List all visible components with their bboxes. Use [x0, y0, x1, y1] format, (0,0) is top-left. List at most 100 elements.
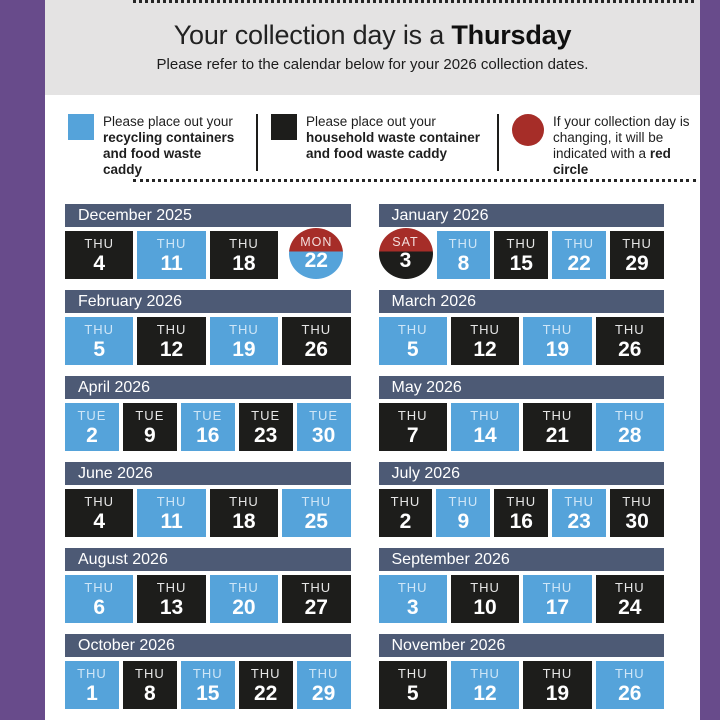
month-header: May 2026 — [378, 376, 664, 399]
left-purple-bar — [0, 0, 45, 720]
day-label: THU — [301, 321, 332, 337]
month-header: August 2026 — [65, 548, 351, 571]
day-label: TUE — [309, 407, 339, 423]
date-number: 19 — [545, 337, 570, 361]
month-dates-row: THU 1 THU 8 THU 15 THU 22 THU 29 — [65, 661, 351, 709]
legend-item-recycling: Please place out your recycling containe… — [68, 114, 243, 178]
day-label: THU — [156, 235, 187, 251]
date-cell: THU 26 — [595, 661, 664, 709]
date-cell: THU 8 — [436, 231, 491, 279]
date-number: 17 — [545, 595, 570, 619]
month-block: January 2026 SAT 3 THU 8 THU 15 THU 22 THU 29 — [378, 204, 664, 279]
month-dates-row: THU 5 THU 12 THU 19 THU 26 — [65, 317, 351, 365]
legend-household-normal: Please place out your — [306, 114, 436, 129]
date-cell: TUE 23 — [238, 403, 293, 451]
dotted-divider-legend — [133, 179, 696, 182]
date-number: 6 — [93, 595, 106, 619]
date-cell: THU 5 — [378, 317, 447, 365]
calendar-grid: December 2025 THU 4 THU 11 THU 18 MON 22 Januar… — [65, 204, 665, 709]
day-label: THU — [229, 579, 259, 595]
date-cell: TUE 9 — [122, 403, 177, 451]
date-number: 26 — [618, 681, 642, 705]
legend-household-text: Please place out your household waste co… — [306, 114, 484, 162]
day-label: THU — [77, 665, 107, 681]
date-number: 18 — [232, 509, 256, 533]
date-number: 3 — [406, 595, 419, 619]
month-block: April 2026 TUE 2 TUE 9 TUE 16 TUE 23 TUE 30 — [65, 376, 351, 451]
date-cell: THU 9 — [436, 489, 491, 537]
day-label: THU — [301, 579, 332, 595]
month-header: September 2026 — [378, 548, 664, 571]
day-label: THU — [301, 493, 332, 509]
date-cell: THU 12 — [137, 317, 206, 365]
date-cell: THU 19 — [523, 661, 592, 709]
date-number: 3 — [399, 249, 412, 273]
day-label: THU — [135, 665, 165, 681]
month-header: March 2026 — [378, 290, 664, 313]
legend-household-bold: household waste container and food waste… — [306, 130, 481, 161]
date-number: 19 — [232, 337, 256, 361]
month-block: February 2026 THU 5 THU 12 THU 19 THU 26 — [65, 290, 351, 365]
date-number: 27 — [304, 595, 328, 619]
day-label: THU — [397, 665, 428, 681]
dotted-divider-top — [133, 0, 694, 11]
day-label: THU — [542, 579, 573, 595]
date-cell: THU 21 — [523, 403, 592, 451]
legend-item-change: If your collection day is changing, it w… — [512, 114, 705, 178]
date-number: 4 — [93, 509, 106, 533]
date-cell: THU 12 — [450, 661, 520, 709]
date-number: 26 — [304, 337, 328, 361]
date-cell: THU 5 — [65, 317, 134, 365]
date-cell: THU 6 — [65, 575, 134, 623]
date-cell: THU 22 — [238, 661, 293, 709]
day-label: THU — [192, 665, 223, 681]
page-subtitle: Please refer to the calendar below for y… — [156, 56, 589, 73]
collection-day-name: Thursday — [451, 20, 572, 50]
date-number: 2 — [399, 509, 412, 533]
month-block: September 2026 THU 3 THU 10 THU 17 THU 24 — [378, 548, 664, 623]
day-label: THU — [390, 493, 421, 509]
date-number: 15 — [196, 681, 220, 705]
date-number: 11 — [160, 509, 183, 533]
date-number: 8 — [144, 681, 156, 705]
date-cell: THU 8 — [122, 661, 177, 709]
month-dates-row: SAT 3 THU 8 THU 15 THU 22 THU 29 — [378, 228, 664, 279]
date-cell: MON 22 — [282, 228, 350, 279]
date-cell: THU 7 — [378, 403, 447, 451]
date-number: 9 — [457, 509, 470, 533]
month-header: January 2026 — [378, 204, 664, 227]
day-label: TUE — [135, 407, 165, 423]
date-cell: THU 11 — [137, 489, 206, 537]
date-cell: THU 17 — [523, 575, 592, 623]
day-label: THU — [506, 235, 537, 251]
month-dates-row: THU 5 THU 12 THU 19 THU 26 — [378, 661, 664, 709]
month-block: August 2026 THU 6 THU 13 THU 20 THU 27 — [65, 548, 351, 623]
legend-recycling-text: Please place out your recycling containe… — [103, 114, 243, 178]
month-header: July 2026 — [378, 462, 664, 485]
date-number: 7 — [406, 423, 419, 447]
date-number: 1 — [86, 681, 98, 705]
month-dates-row: THU 7 THU 14 THU 21 THU 28 — [378, 403, 664, 451]
legend-divider-2 — [497, 114, 499, 171]
date-number: 9 — [144, 423, 156, 447]
recycling-blue-square-icon — [68, 114, 94, 140]
date-number: 23 — [253, 423, 278, 447]
date-cell: THU 3 — [378, 575, 447, 623]
date-cell: THU 18 — [209, 489, 279, 537]
date-cell: THU 19 — [209, 317, 279, 365]
date-number: 18 — [232, 251, 256, 275]
month-header: February 2026 — [65, 290, 351, 313]
day-label: THU — [229, 321, 259, 337]
date-number: 26 — [618, 337, 642, 361]
date-cell: THU 28 — [595, 403, 664, 451]
household-black-square-icon — [271, 114, 297, 140]
date-number: 4 — [93, 251, 106, 275]
date-number: 24 — [618, 595, 642, 619]
date-cell: THU 18 — [209, 231, 279, 279]
month-block: December 2025 THU 4 THU 11 THU 18 MON 22 — [65, 204, 351, 279]
day-label: THU — [506, 493, 537, 509]
day-label: THU — [156, 493, 187, 509]
day-label: THU — [614, 665, 645, 681]
date-cell: THU 20 — [209, 575, 279, 623]
month-dates-row: THU 4 THU 11 THU 18 THU 25 — [65, 489, 351, 537]
